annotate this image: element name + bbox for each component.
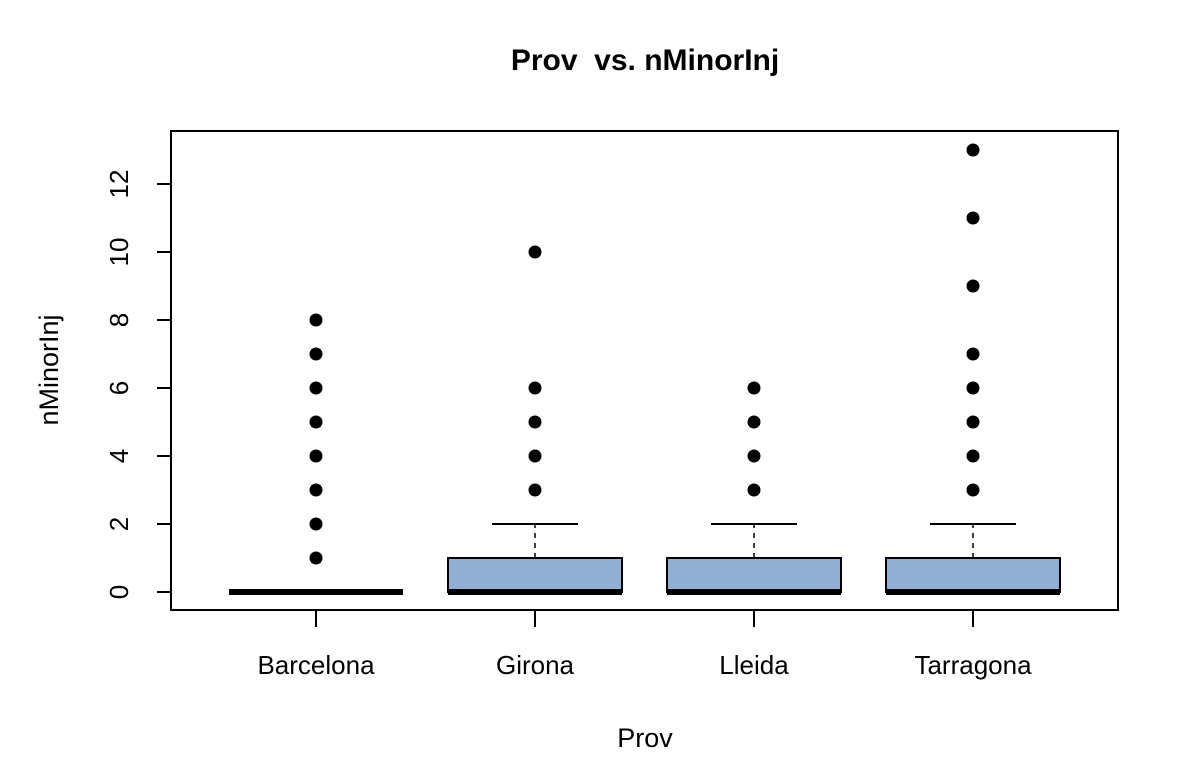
- outlier-point: [309, 517, 323, 531]
- outlier-point: [747, 381, 761, 395]
- box-iqr: [885, 557, 1061, 593]
- box-iqr: [447, 557, 623, 593]
- outlier-point: [309, 449, 323, 463]
- outlier-point: [528, 483, 542, 497]
- x-axis: Barcelona Girona Lleida Tarragona: [257, 609, 1032, 680]
- outlier-point: [966, 211, 980, 225]
- outlier-point: [309, 415, 323, 429]
- outlier-point: [966, 483, 980, 497]
- box-barcelona: [229, 313, 403, 595]
- outlier-point: [747, 483, 761, 497]
- outlier-point: [528, 415, 542, 429]
- plot-frame: [170, 130, 1119, 611]
- outlier-point: [966, 381, 980, 395]
- outlier-point: [966, 347, 980, 361]
- outlier-point: [966, 143, 980, 157]
- outlier-point: [309, 313, 323, 327]
- outlier-point: [747, 415, 761, 429]
- y-tick-label: 12: [104, 170, 134, 199]
- y-tick-label: 6: [104, 381, 134, 395]
- box-tarragona: [885, 143, 1061, 595]
- box-iqr: [666, 557, 842, 593]
- box-lleida: [666, 381, 842, 595]
- y-tick-label: 10: [104, 238, 134, 267]
- boxes-group: [229, 143, 1061, 595]
- y-axis: 0 2 4 6 8 10 12: [104, 170, 172, 599]
- chart-title: Prov vs. nMinorInj: [511, 44, 779, 77]
- outlier-point: [528, 381, 542, 395]
- outlier-point: [966, 279, 980, 293]
- x-tick-label: Barcelona: [257, 650, 375, 680]
- outlier-point: [747, 449, 761, 463]
- outlier-point: [309, 381, 323, 395]
- y-tick-label: 2: [104, 517, 134, 531]
- outlier-point: [309, 483, 323, 497]
- y-axis-label: nMinorInj: [34, 314, 64, 425]
- outlier-point: [528, 449, 542, 463]
- x-tick-label: Lleida: [719, 650, 789, 680]
- y-tick-label: 4: [104, 449, 134, 463]
- outlier-point: [528, 245, 542, 259]
- box-girona: [447, 245, 623, 595]
- y-tick-label: 8: [104, 313, 134, 327]
- x-tick-label: Girona: [496, 650, 575, 680]
- x-axis-label: Prov: [617, 723, 673, 753]
- outlier-point: [966, 415, 980, 429]
- y-tick-label: 0: [104, 585, 134, 599]
- x-tick-label: Tarragona: [914, 650, 1032, 680]
- outlier-point: [966, 449, 980, 463]
- outlier-point: [309, 551, 323, 565]
- outlier-point: [309, 347, 323, 361]
